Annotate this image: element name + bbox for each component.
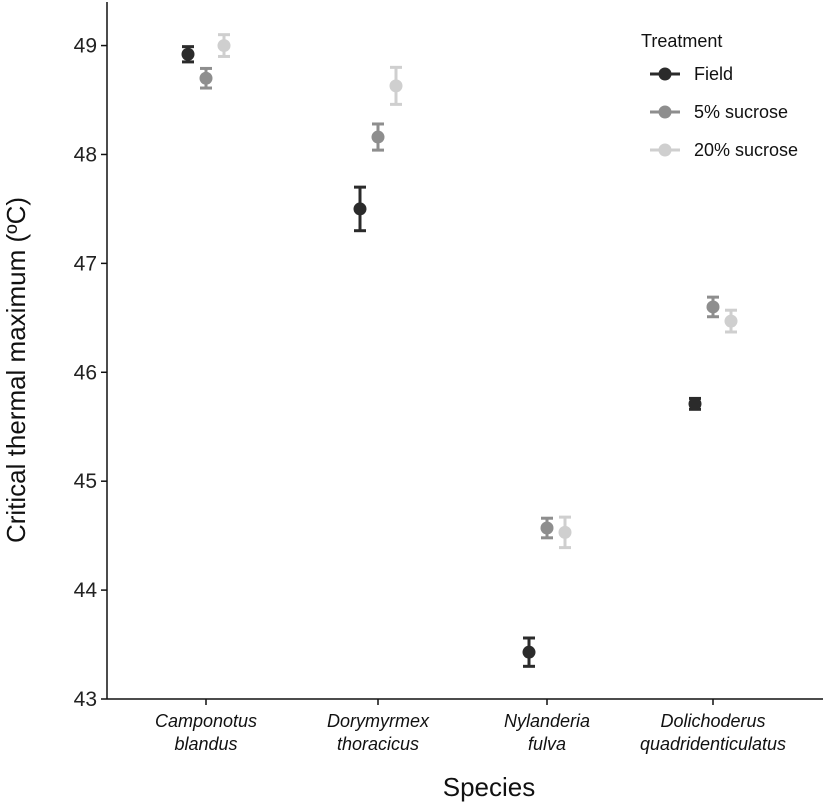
data-point — [199, 66, 213, 90]
point-marker — [217, 39, 231, 53]
point-marker — [389, 79, 403, 93]
x-tick-label: Dorymyrmex — [327, 711, 430, 731]
legend-item: 5% sucrose — [650, 102, 788, 122]
point-marker — [724, 314, 738, 328]
legend-item: Field — [650, 64, 733, 84]
y-tick-label: 49 — [74, 35, 97, 58]
point-marker — [522, 645, 536, 659]
y-tick-label: 46 — [74, 361, 97, 384]
axes: 43 44 45 46 47 48 49 Camponotus blandus Dorymyrme… — [74, 2, 823, 754]
data-point — [181, 45, 195, 64]
data-point — [706, 295, 720, 319]
legend-marker — [658, 105, 672, 119]
y-tick-label: 43 — [74, 688, 97, 711]
y-axis-title: Critical thermal maximum (ºC) — [1, 197, 31, 543]
point-marker — [706, 300, 720, 314]
legend-item: 20% sucrose — [650, 140, 798, 160]
x-tick-label: Camponotus — [155, 711, 257, 731]
point-marker — [371, 130, 385, 144]
legend-label: 5% sucrose — [694, 102, 788, 122]
plot-area — [181, 33, 738, 668]
x-tick-label: fulva — [528, 734, 566, 754]
legend: Treatment Field 5% sucrose 20% sucrose — [641, 31, 798, 160]
x-axis-title: Species — [443, 772, 536, 802]
point-marker — [199, 71, 213, 85]
data-point — [724, 308, 738, 334]
data-point — [217, 33, 231, 58]
legend-title: Treatment — [641, 31, 722, 51]
legend-marker — [658, 143, 672, 157]
legend-label: Field — [694, 64, 733, 84]
legend-label: 20% sucrose — [694, 140, 798, 160]
data-point — [558, 515, 572, 550]
point-marker — [688, 397, 702, 411]
legend-marker — [658, 67, 672, 81]
y-tick-label: 45 — [74, 470, 97, 493]
x-tick-label: Dolichoderus — [660, 711, 765, 731]
data-point — [371, 122, 385, 152]
x-tick-label: Nylanderia — [504, 711, 590, 731]
point-marker — [558, 525, 572, 539]
data-point — [353, 185, 367, 233]
y-tick-label: 44 — [74, 579, 98, 602]
x-tick-label: thoracicus — [337, 734, 419, 754]
point-marker — [353, 202, 367, 216]
y-tick-label: 47 — [74, 252, 97, 275]
data-point — [540, 516, 554, 540]
x-tick-label: quadridenticulatus — [640, 734, 786, 754]
data-point — [389, 65, 403, 106]
data-point — [688, 396, 702, 411]
y-tick-label: 48 — [74, 143, 97, 166]
x-tick-label: blandus — [174, 734, 237, 754]
data-point — [522, 636, 536, 668]
point-marker — [540, 521, 554, 535]
point-marker — [181, 47, 195, 61]
